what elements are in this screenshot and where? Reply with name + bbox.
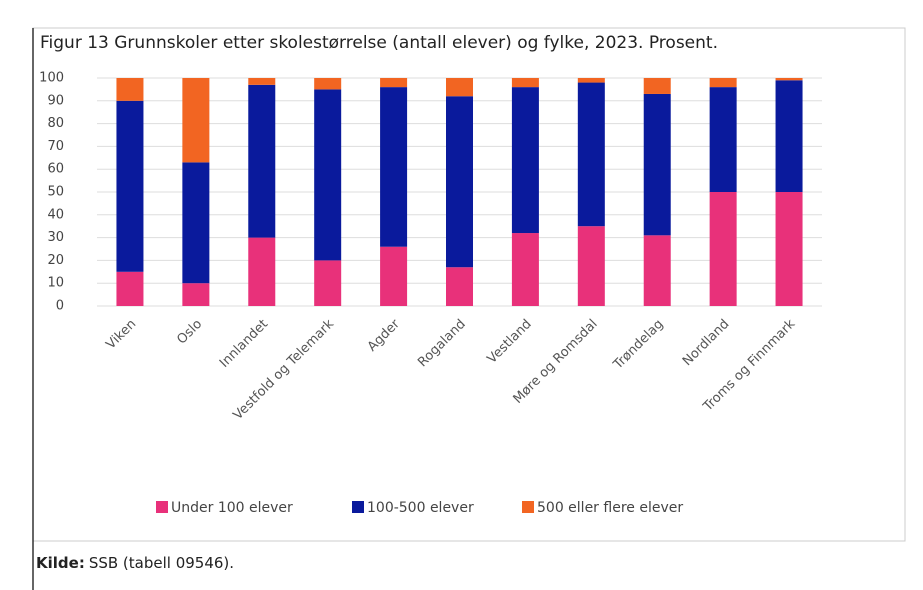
bar-segment — [511, 78, 539, 88]
bar-segment — [182, 283, 210, 306]
bar-segment — [577, 78, 605, 83]
bar-segment — [116, 271, 144, 306]
bar-segment — [643, 235, 671, 306]
bar-segment — [314, 78, 342, 90]
bar-segment — [577, 226, 605, 306]
bar-segment — [116, 78, 144, 101]
source: Kilde: SSB (tabell 09546). — [36, 554, 234, 572]
bar-segment — [577, 82, 605, 227]
y-tick-label: 50 — [47, 185, 64, 200]
bar-segment — [380, 78, 408, 88]
bar-segment — [248, 84, 276, 238]
bar-segment — [248, 78, 276, 85]
y-tick-label: 40 — [47, 207, 64, 222]
bar-segment — [775, 80, 803, 192]
chart-title: Figur 13 Grunnskoler etter skolestørrels… — [40, 33, 718, 53]
source-text: SSB (tabell 09546). — [89, 554, 234, 572]
bar-segment — [314, 260, 342, 306]
legend-swatch — [156, 501, 168, 513]
bar-segment — [775, 192, 803, 306]
bar-segment — [248, 237, 276, 306]
bar-segment — [446, 78, 473, 97]
legend-label: Under 100 elever — [171, 500, 293, 516]
y-tick-label: 10 — [47, 276, 64, 291]
bar-segment — [380, 87, 408, 247]
legend-swatch — [522, 501, 534, 513]
legend-label: 500 eller flere elever — [537, 500, 683, 516]
bar-segment — [380, 246, 408, 306]
bar-segment — [446, 96, 473, 268]
bar-segment — [511, 233, 539, 306]
y-tick-label: 30 — [47, 230, 64, 245]
bar-segment — [643, 93, 671, 236]
y-tick-label: 90 — [47, 93, 64, 108]
legend-swatch — [352, 501, 364, 513]
bar-segment — [511, 87, 539, 234]
bar-segment — [182, 162, 210, 284]
bar-segment — [182, 78, 210, 163]
y-tick-label: 0 — [56, 299, 64, 314]
y-tick-label: 60 — [47, 162, 64, 177]
bar-segment — [709, 87, 737, 192]
bar-segment — [314, 89, 342, 261]
y-tick-label: 80 — [47, 116, 64, 131]
bar-segment — [775, 78, 803, 81]
bar-segment — [643, 78, 671, 94]
legend-label: 100-500 elever — [367, 500, 474, 516]
bar-segment — [116, 100, 144, 272]
source-label: Kilde: — [36, 554, 85, 572]
bar-segment — [709, 192, 737, 306]
bar-segment — [446, 267, 473, 306]
y-tick-label: 70 — [47, 139, 64, 154]
y-tick-label: 100 — [39, 71, 64, 86]
y-tick-label: 20 — [47, 253, 64, 268]
bar-segment — [709, 78, 737, 88]
